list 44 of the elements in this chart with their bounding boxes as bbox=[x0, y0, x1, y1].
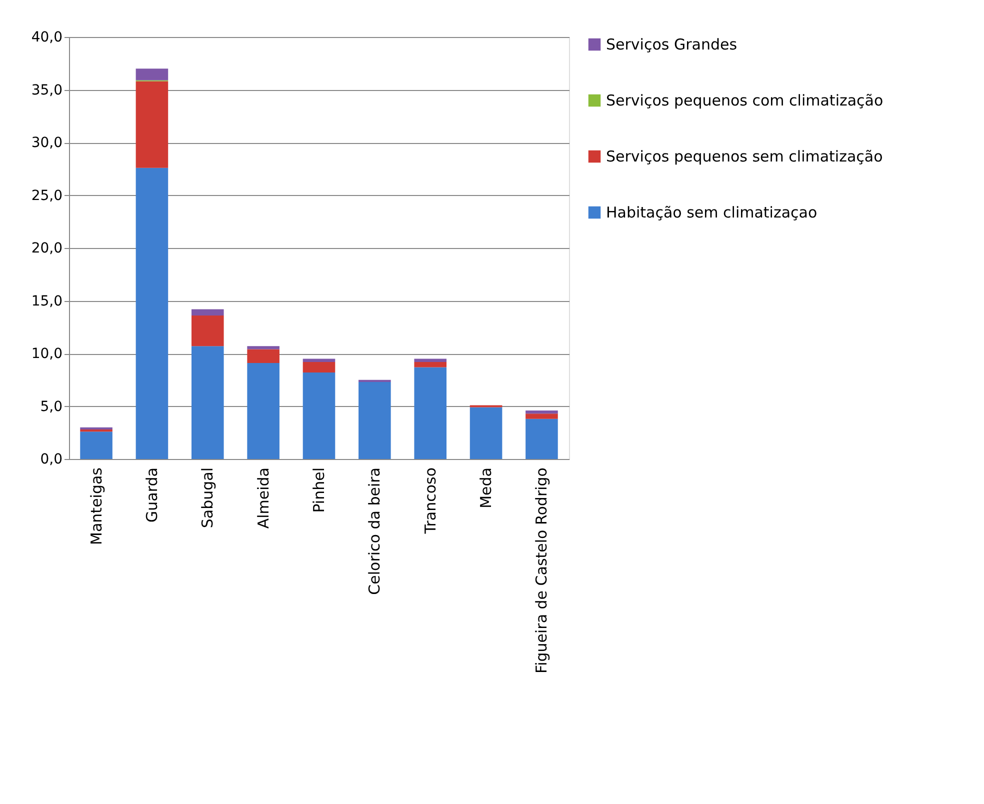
legend-label: Habitação sem climatizaçao bbox=[606, 204, 818, 222]
bar bbox=[80, 429, 112, 432]
x-tick-label: Trancoso bbox=[421, 468, 440, 535]
bar bbox=[136, 81, 168, 168]
bar bbox=[302, 358, 336, 362]
y-tick-label: 35,0 bbox=[31, 82, 62, 98]
bar bbox=[414, 367, 447, 459]
x-tick-label: Sabugal bbox=[198, 468, 217, 528]
y-tick-label: 30,0 bbox=[31, 135, 62, 151]
bar bbox=[191, 316, 224, 346]
legend-label: Serviços pequenos com climatização bbox=[606, 92, 884, 110]
legend-label: Serviços pequenos sem climatização bbox=[606, 148, 883, 166]
bar bbox=[247, 362, 280, 459]
bar bbox=[191, 309, 224, 316]
bar bbox=[302, 362, 336, 372]
x-tick-label: Celorico da beira bbox=[366, 468, 384, 595]
y-tick-label: 5,0 bbox=[40, 398, 62, 415]
y-tick-label: 40,0 bbox=[31, 30, 62, 46]
bar bbox=[247, 346, 280, 350]
bar bbox=[470, 407, 502, 459]
x-tick-label: Pinhel bbox=[310, 468, 328, 513]
bar bbox=[247, 349, 280, 363]
bar bbox=[358, 382, 391, 459]
legend-label: Serviços Grandes bbox=[606, 36, 738, 54]
x-tick-label: Guarda bbox=[142, 468, 161, 522]
bar bbox=[526, 418, 558, 459]
x-tick-label: Figueira de Castelo Rodrigo bbox=[532, 468, 551, 674]
bar bbox=[302, 372, 336, 459]
bar bbox=[136, 168, 168, 459]
bar bbox=[80, 432, 112, 459]
x-tick-label: Manteigas bbox=[87, 467, 106, 545]
x-tick-label: Almeida bbox=[254, 468, 272, 529]
y-tick-label: 15,0 bbox=[31, 293, 62, 310]
bar bbox=[414, 362, 447, 368]
y-tick-label: 25,0 bbox=[31, 188, 62, 204]
bar bbox=[414, 358, 447, 362]
bar bbox=[526, 410, 558, 414]
bar bbox=[136, 68, 168, 80]
bar bbox=[191, 346, 224, 459]
y-tick-label: 0,0 bbox=[40, 452, 62, 468]
y-tick-label: 20,0 bbox=[31, 240, 62, 256]
x-tick-label: Meda bbox=[477, 468, 496, 508]
y-tick-label: 10,0 bbox=[31, 346, 62, 362]
bar bbox=[526, 414, 558, 419]
